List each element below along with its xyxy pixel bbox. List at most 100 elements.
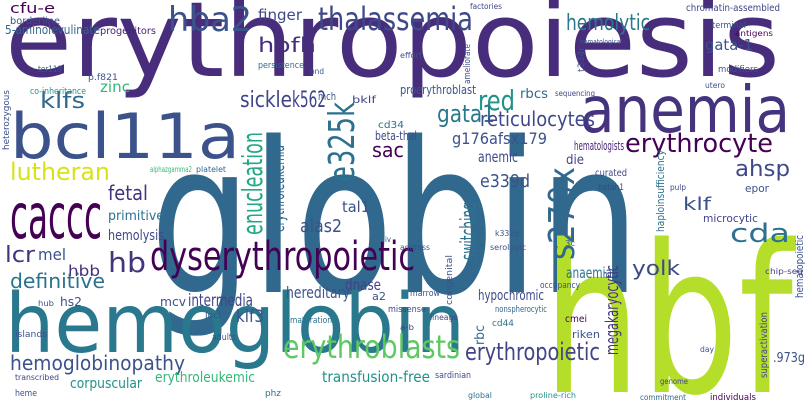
word: anaemia (566, 264, 612, 282)
word: erythroleukemic (155, 370, 255, 386)
word: mch (318, 90, 336, 103)
word: primitive (108, 209, 164, 224)
word: loci (205, 311, 221, 321)
word: co-inheritance (30, 87, 86, 97)
word: k332q (495, 229, 519, 238)
word: platelet (196, 165, 226, 174)
word: antigens (735, 29, 773, 38)
word: heterozygous (2, 90, 12, 150)
word: bcl11a (10, 100, 240, 173)
word: globin (150, 97, 640, 342)
word: dyserythropoietic (150, 234, 415, 280)
word: rbc (473, 325, 488, 345)
word: modifiers (718, 65, 758, 75)
word: hemoglobin (5, 277, 465, 372)
word: terminal (712, 21, 746, 31)
word: cd34 (378, 120, 404, 131)
word: congenital (445, 255, 455, 305)
word: die (566, 153, 584, 168)
word: iv (385, 235, 391, 244)
word: progenitors (100, 26, 156, 37)
word: e325k (322, 102, 363, 182)
word: klf3 (236, 307, 264, 327)
word: k562 (292, 88, 326, 113)
word: .973g (773, 351, 805, 366)
word: cda (730, 219, 790, 249)
word: klf (683, 194, 712, 215)
word: enucleation (236, 132, 269, 235)
word: hpfh (258, 33, 316, 57)
word: hemolytic (566, 11, 650, 36)
word: hemoglobinopathy (10, 351, 185, 375)
word: p.f821 (88, 73, 118, 83)
word: finger (258, 6, 303, 24)
word: pulp (670, 183, 686, 192)
word: hemolysis (108, 228, 164, 244)
word: day (700, 345, 714, 354)
word: maturation (290, 316, 332, 326)
word: nonspherocytic (495, 305, 547, 315)
word: erythroblasts (283, 328, 460, 366)
word: hematologists (574, 139, 624, 153)
word: a2 (372, 290, 386, 303)
word: 5-aminolevulinate (5, 23, 100, 37)
word: erythropoiesis (5, 0, 780, 101)
word: sac (372, 138, 404, 162)
word: tal1 (342, 198, 370, 216)
word: gata1 (437, 100, 495, 128)
word: fetal (108, 181, 148, 205)
word: alphazgamma2 (150, 165, 192, 174)
word: heme (15, 389, 37, 399)
word: s270x (542, 167, 583, 260)
word: lineage (430, 313, 458, 322)
word: phz (265, 389, 281, 399)
word: thalassemia (318, 0, 473, 38)
word: cfu-e (10, 1, 55, 17)
word: islands (15, 330, 47, 340)
word: hbf (543, 201, 796, 404)
word: effort (400, 51, 422, 60)
word: cmei (565, 314, 587, 325)
word: sequencing (555, 89, 595, 98)
word: erythropoietic (465, 338, 600, 366)
word: reticulocytes (480, 107, 595, 131)
word: betah1 (598, 183, 624, 193)
word: hbb (68, 262, 100, 280)
word: occupancy (540, 281, 581, 291)
word: rbcs (520, 87, 548, 102)
word: beta-thal (375, 129, 417, 143)
word: g176afsx179 (452, 129, 547, 148)
word: e339d (480, 171, 530, 192)
word: sickle (240, 88, 292, 113)
word: epor (745, 182, 769, 195)
word: chromatin-assembled (686, 3, 780, 14)
word: hematological (580, 38, 622, 46)
word: utero (705, 81, 725, 90)
word: ameliorate (463, 44, 473, 84)
word: commitment (640, 393, 686, 402)
word: corpuscular (70, 376, 142, 392)
word: serologic (490, 243, 526, 252)
word: hypochromic (478, 288, 544, 304)
word: gata-1 (705, 36, 753, 54)
word: erythroleukemia (268, 145, 289, 232)
word: marrow (410, 289, 440, 299)
word: megakaryocytic (602, 265, 623, 355)
word: proline-rich (530, 391, 576, 400)
word: proerythroblast (400, 83, 476, 97)
word: anemia (580, 74, 790, 148)
word: cd44 (492, 319, 514, 329)
word: a-b (400, 323, 414, 332)
word: anemic (478, 148, 518, 166)
word: mel (38, 245, 66, 264)
word: hub (38, 299, 54, 308)
word: pnd (310, 67, 324, 76)
word: adults (212, 333, 236, 343)
word: hba2 (168, 0, 252, 40)
word: global (468, 391, 492, 400)
word: riken (572, 328, 600, 341)
word: persistence (258, 61, 304, 71)
